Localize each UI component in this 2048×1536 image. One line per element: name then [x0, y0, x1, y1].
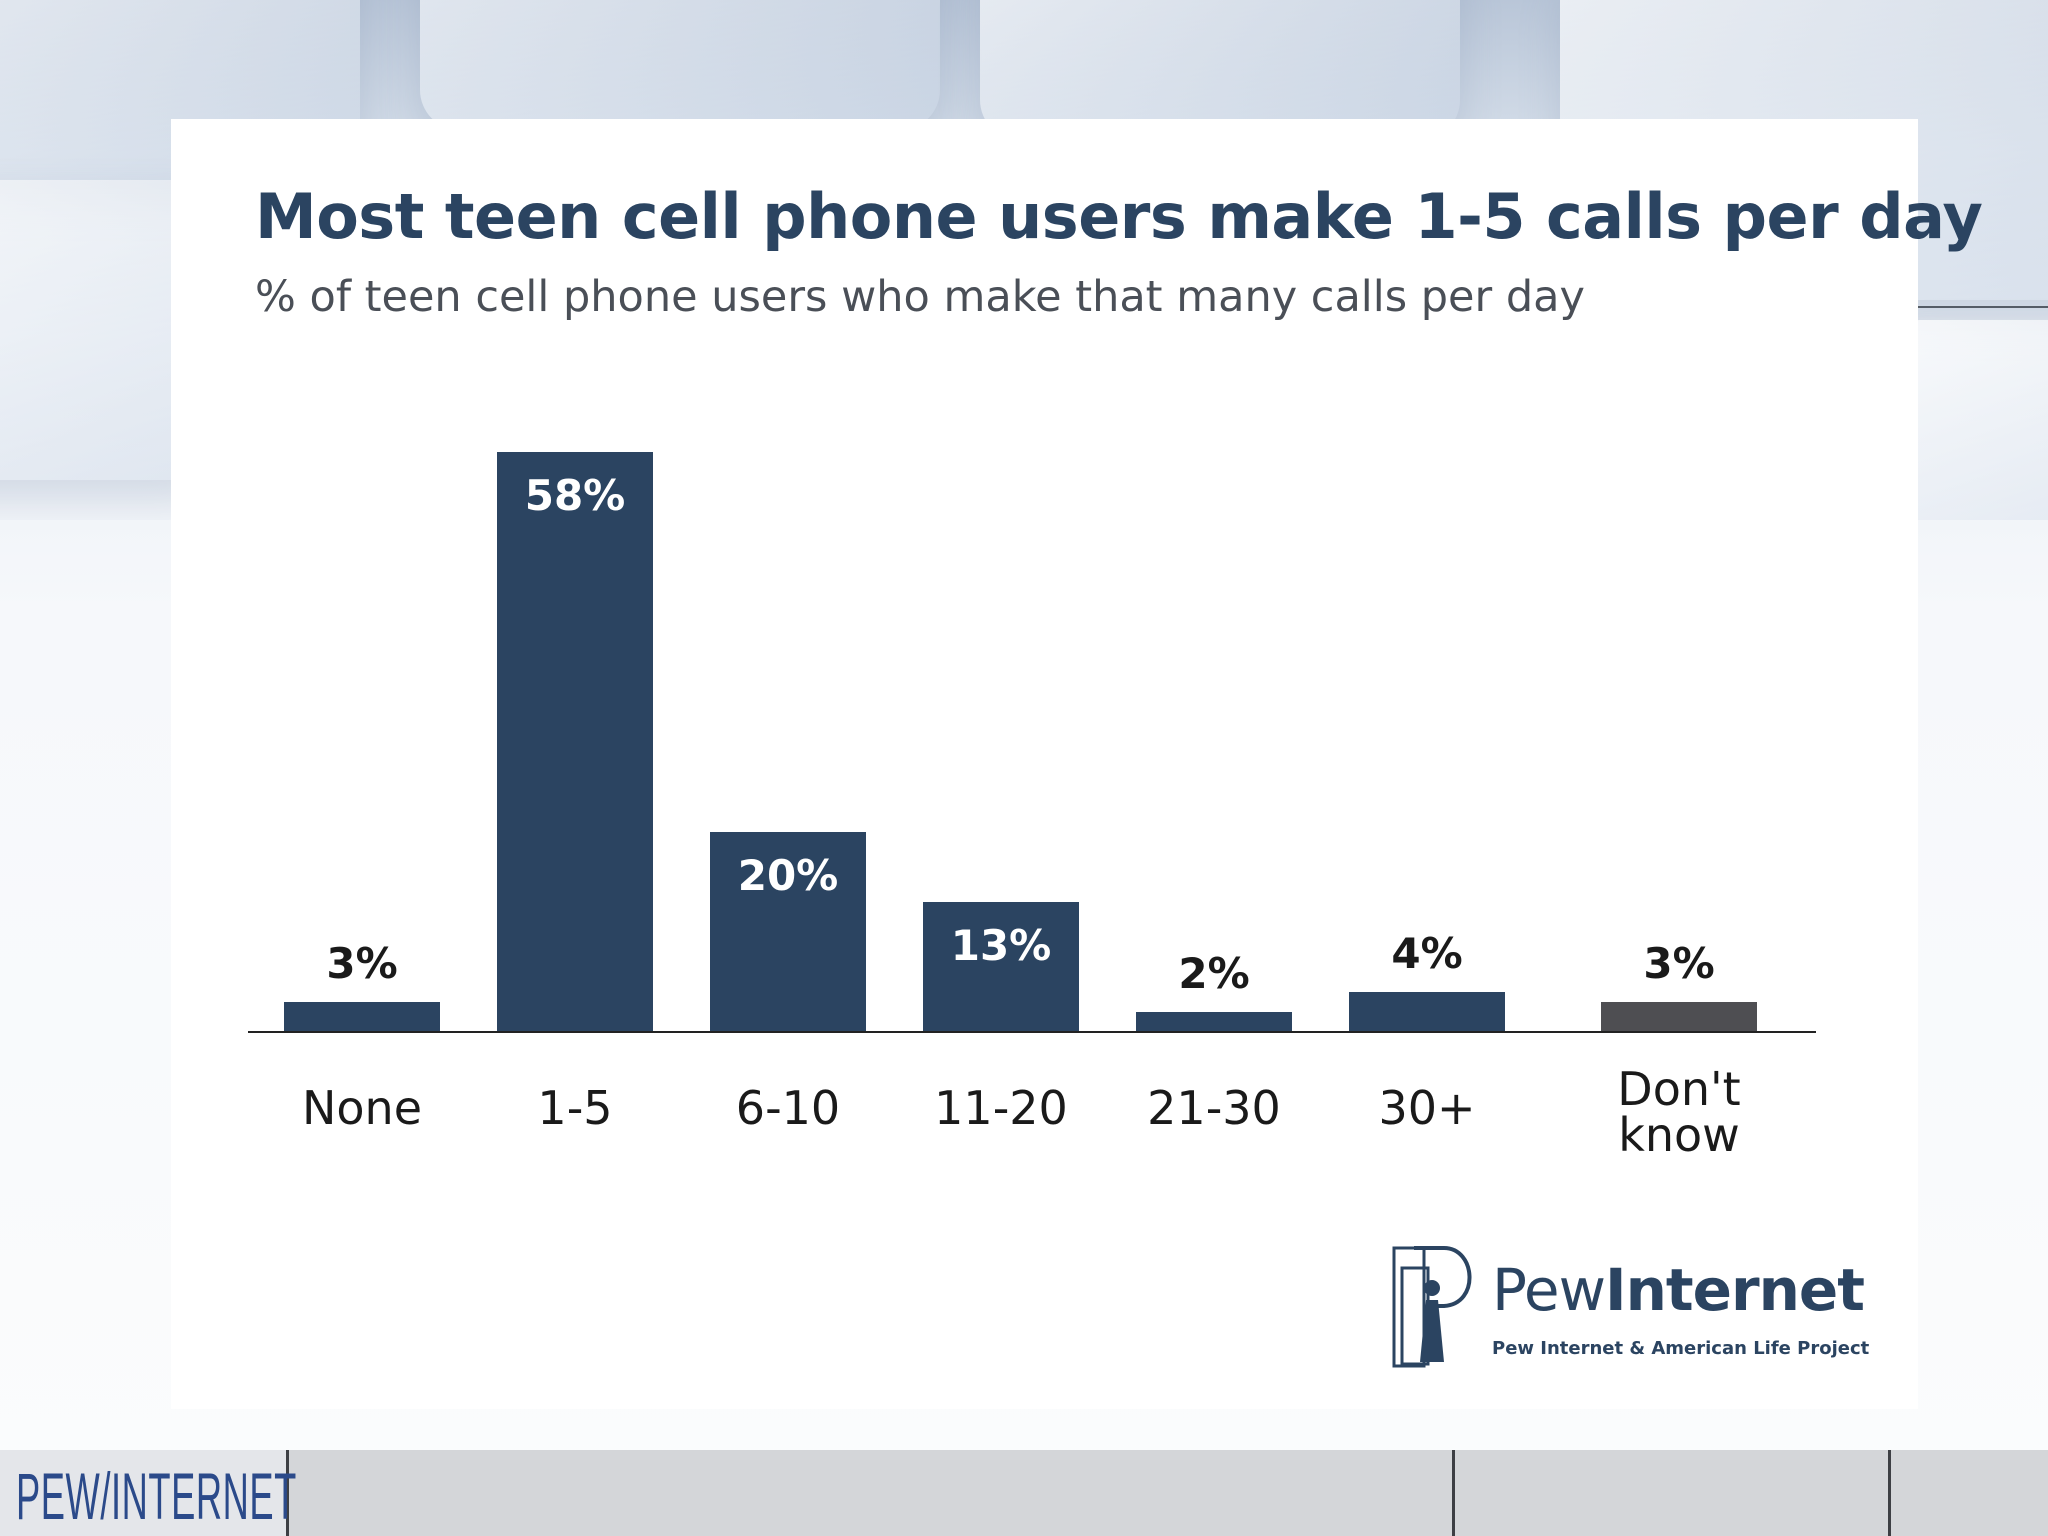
footer-brand-text: PEW/INTERNET [16, 1459, 297, 1533]
pew-logo-icon [1392, 1246, 1472, 1368]
category-label: 21-30 [1147, 1081, 1281, 1135]
pew-internet-logo: PewInternet Pew Internet & American Life… [1392, 1244, 1869, 1374]
bar [1349, 992, 1505, 1032]
data-label: 58% [525, 471, 626, 520]
footer-brand: PEW/INTERNET [0, 1450, 296, 1536]
data-label: 3% [1643, 939, 1714, 988]
bar [284, 1002, 440, 1032]
bar [710, 832, 866, 1032]
data-label: 20% [738, 851, 839, 900]
data-label: 4% [1391, 929, 1462, 978]
chart-title: Most teen cell phone users make 1-5 call… [255, 180, 1983, 253]
category-label: None [302, 1081, 422, 1135]
chart-subtitle: % of teen cell phone users who make that… [255, 272, 1585, 322]
data-label: 3% [326, 939, 397, 988]
category-label: 11-20 [934, 1081, 1068, 1135]
bar [497, 452, 653, 1032]
data-label: 13% [951, 921, 1052, 970]
footer-bar: PEW/INTERNET [0, 1450, 2048, 1536]
data-label: 2% [1178, 949, 1249, 998]
logo-tagline: Pew Internet & American Life Project [1492, 1338, 1870, 1359]
footer-divider [1888, 1450, 1891, 1536]
bar [1136, 1012, 1292, 1032]
category-label: 1-5 [537, 1081, 612, 1135]
category-label: 6-10 [736, 1081, 840, 1135]
bar [1601, 1002, 1757, 1032]
bar [923, 902, 1079, 1032]
divider-line [1918, 306, 2048, 308]
chart-card [171, 119, 1918, 1409]
category-label: 30+ [1378, 1081, 1475, 1135]
category-label: Don't know [1617, 1062, 1740, 1162]
footer-divider [1452, 1450, 1455, 1536]
logo-name: PewInternet [1492, 1256, 1865, 1324]
